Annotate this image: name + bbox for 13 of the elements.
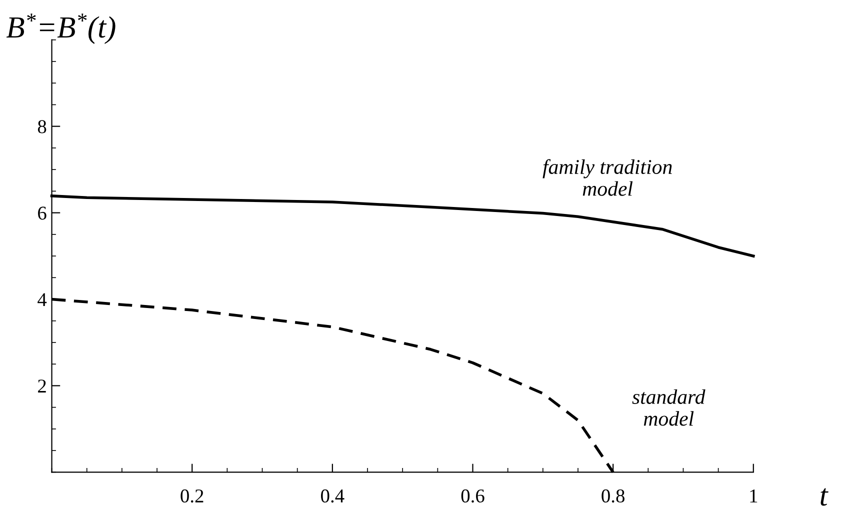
x-tick-label: 0.8 (602, 489, 624, 503)
x-tick-label: 0.4 (321, 489, 344, 503)
y-tick-label: 4 (38, 293, 47, 306)
series-label: family tradition model (542, 159, 672, 196)
y-tick-label: 8 (38, 120, 46, 134)
x-tick-label: 1 (750, 489, 758, 502)
y-axis-title: B$^{*}$=B$^{*}$(t) (6, 14, 116, 44)
x-tick-label: 0.2 (180, 489, 204, 503)
y-tick-label: 2 (38, 380, 46, 392)
text: standard model (632, 389, 706, 426)
x-tick-label: 0.6 (461, 489, 484, 503)
x-axis-title: t (820, 488, 828, 506)
y-tick-label: 6 (38, 206, 46, 220)
